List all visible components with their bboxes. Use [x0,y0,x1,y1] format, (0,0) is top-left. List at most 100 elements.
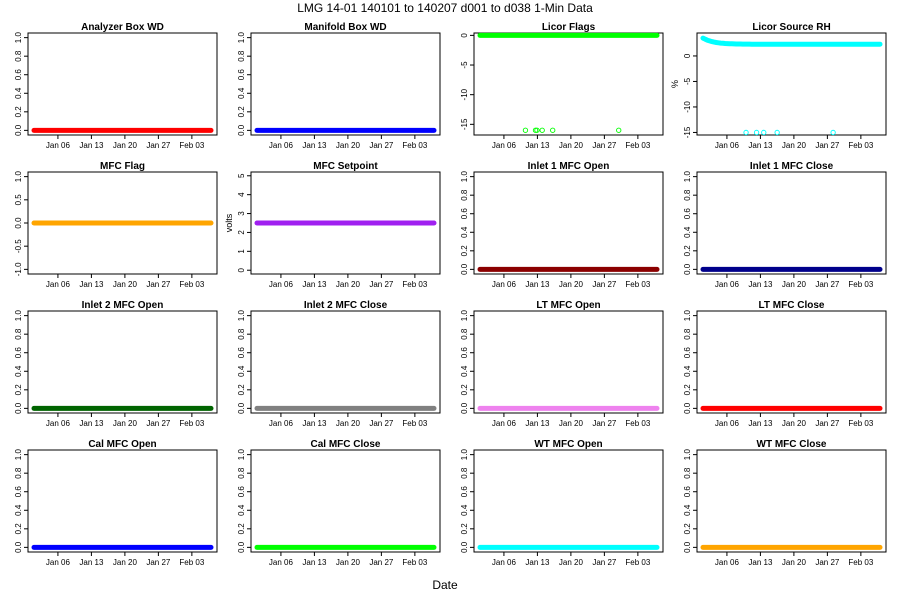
panel-title: Inlet 2 MFC Close [304,300,388,311]
x-tick-label: Feb 03 [625,280,650,289]
panel-title: Inlet 2 MFC Open [82,300,164,311]
x-tick-label: Feb 03 [625,558,650,567]
x-tick-label: Feb 03 [848,419,873,428]
y-tick-label: -10 [460,88,469,100]
chart-panel: Licor Flags -15 -10 -5 0 Jan 06 Jan 13 Jan 20 Ja… [460,22,664,150]
x-tick-label: Jan 20 [113,141,138,150]
y-tick-label: 0.2 [460,523,469,535]
x-tick-label: Jan 27 [592,419,617,428]
x-tick-label: Feb 03 [625,141,650,150]
chart-panel: Inlet 1 MFC Close 0.0 0.2 0.4 0.6 0.8 1.0 Jan 0… [683,161,887,289]
y-tick-label: 2 [237,230,246,235]
x-tick-label: Jan 13 [525,141,550,150]
y-tick-label: -0.5 [14,239,23,253]
x-tick-label: Jan 27 [146,419,171,428]
y-tick-label: 0.0 [237,541,246,553]
x-tick-label: Jan 06 [269,419,294,428]
data-point [550,127,556,133]
y-tick-label: -5 [460,61,469,69]
x-tick-label: Feb 03 [402,558,427,567]
y-axis-label: volts [224,213,234,232]
x-tick-label: Jan 06 [269,558,294,567]
x-tick-label: Jan 20 [782,419,807,428]
x-tick-label: Jan 27 [146,558,171,567]
y-tick-label: 0.6 [237,69,246,81]
y-tick-label: 0.4 [14,87,23,99]
y-tick-label: 0.2 [14,523,23,535]
x-tick-label: Jan 20 [336,141,361,150]
x-tick-label: Jan 13 [525,419,550,428]
chart-panel: MFC Setpoint 0 1 2 3 4 5 Jan 06 Jan 13 Jan 20 Jan … [224,161,441,289]
y-tick-label: 0.0 [683,541,692,553]
chart-panel: Analyzer Box WD 0.0 0.2 0.4 0.6 0.8 1.0 Jan 06 J… [14,22,218,150]
y-tick-label: 0.8 [14,467,23,479]
y-tick-label: 1.0 [237,32,246,44]
x-tick-label: Jan 06 [46,558,71,567]
x-tick-label: Jan 20 [113,280,138,289]
panel-title: Manifold Box WD [304,22,386,33]
y-tick-label: 1.0 [237,449,246,461]
x-tick-label: Jan 20 [782,558,807,567]
x-tick-label: Jan 20 [336,419,361,428]
y-tick-label: 0.4 [683,226,692,238]
y-tick-label: 3 [237,211,246,216]
panel-title: LT MFC Close [759,300,825,311]
data-point [522,127,529,133]
x-tick-label: Feb 03 [179,141,204,150]
x-tick-label: Jan 20 [559,280,584,289]
x-tick-label: Jan 06 [46,280,71,289]
chart-panel: MFC Flag -1.0 -0.5 0.0 0.5 1.0 Jan 06 Jan 13 Jan… [14,161,218,289]
x-tick-label: Jan 13 [79,558,104,567]
x-tick-label: Jan 27 [815,558,840,567]
plot-frame [27,310,218,414]
x-tick-label: Jan 06 [492,558,517,567]
data-point [743,129,749,136]
plot-frame [250,310,441,414]
x-tick-label: Jan 13 [525,558,550,567]
y-tick-label: 0.2 [683,245,692,257]
data-point [534,127,540,133]
y-tick-label: 0.2 [683,523,692,535]
y-tick-label: 1.0 [460,171,469,183]
x-tick-label: Jan 27 [146,280,171,289]
x-tick-label: Jan 27 [369,141,394,150]
y-tick-label: 0.6 [14,69,23,81]
x-tick-label: Jan 13 [79,280,104,289]
plot-frame [27,449,218,553]
y-tick-label: 0.4 [460,365,469,377]
x-tick-label: Feb 03 [848,141,873,150]
y-tick-label: 0.4 [14,504,23,516]
x-tick-label: Jan 13 [525,280,550,289]
y-tick-label: 0.6 [683,347,692,359]
panel-title: LT MFC Open [536,300,600,311]
x-tick-label: Jan 20 [782,280,807,289]
y-tick-label: 0 [683,53,692,58]
x-tick-label: Feb 03 [402,419,427,428]
chart-panel: Cal MFC Open 0.0 0.2 0.4 0.6 0.8 1.0 Jan 06 Jan … [14,439,218,567]
data-point [761,129,767,136]
y-tick-label: 0.4 [237,504,246,516]
y-tick-label: 0.8 [460,467,469,479]
y-tick-label: 0.8 [237,328,246,340]
x-tick-label: Jan 06 [46,419,71,428]
x-tick-label: Jan 27 [146,141,171,150]
panel-title: Inlet 1 MFC Close [750,161,834,172]
plot-frame [696,310,887,414]
y-tick-label: 1.0 [14,449,23,461]
y-tick-label: 1.0 [14,171,23,183]
y-tick-label: 4 [237,192,246,197]
chart-panel: WT MFC Close 0.0 0.2 0.4 0.6 0.8 1.0 Jan 06 Jan … [683,439,887,567]
y-tick-label: 0.8 [683,189,692,201]
y-tick-label: 0.0 [460,263,469,275]
y-tick-label: 1.0 [14,310,23,322]
x-tick-label: Jan 27 [815,141,840,150]
y-tick-label: -15 [460,118,469,130]
x-tick-label: Jan 13 [302,558,327,567]
y-tick-label: 1.0 [237,310,246,322]
chart-panel: Inlet 2 MFC Close 0.0 0.2 0.4 0.6 0.8 1.0 Jan 0… [237,300,441,428]
y-tick-label: 1.0 [460,310,469,322]
plot-frame [473,171,664,275]
x-tick-label: Jan 13 [302,141,327,150]
chart-panel: LT MFC Close 0.0 0.2 0.4 0.6 0.8 1.0 Jan 06 Jan … [683,300,887,428]
